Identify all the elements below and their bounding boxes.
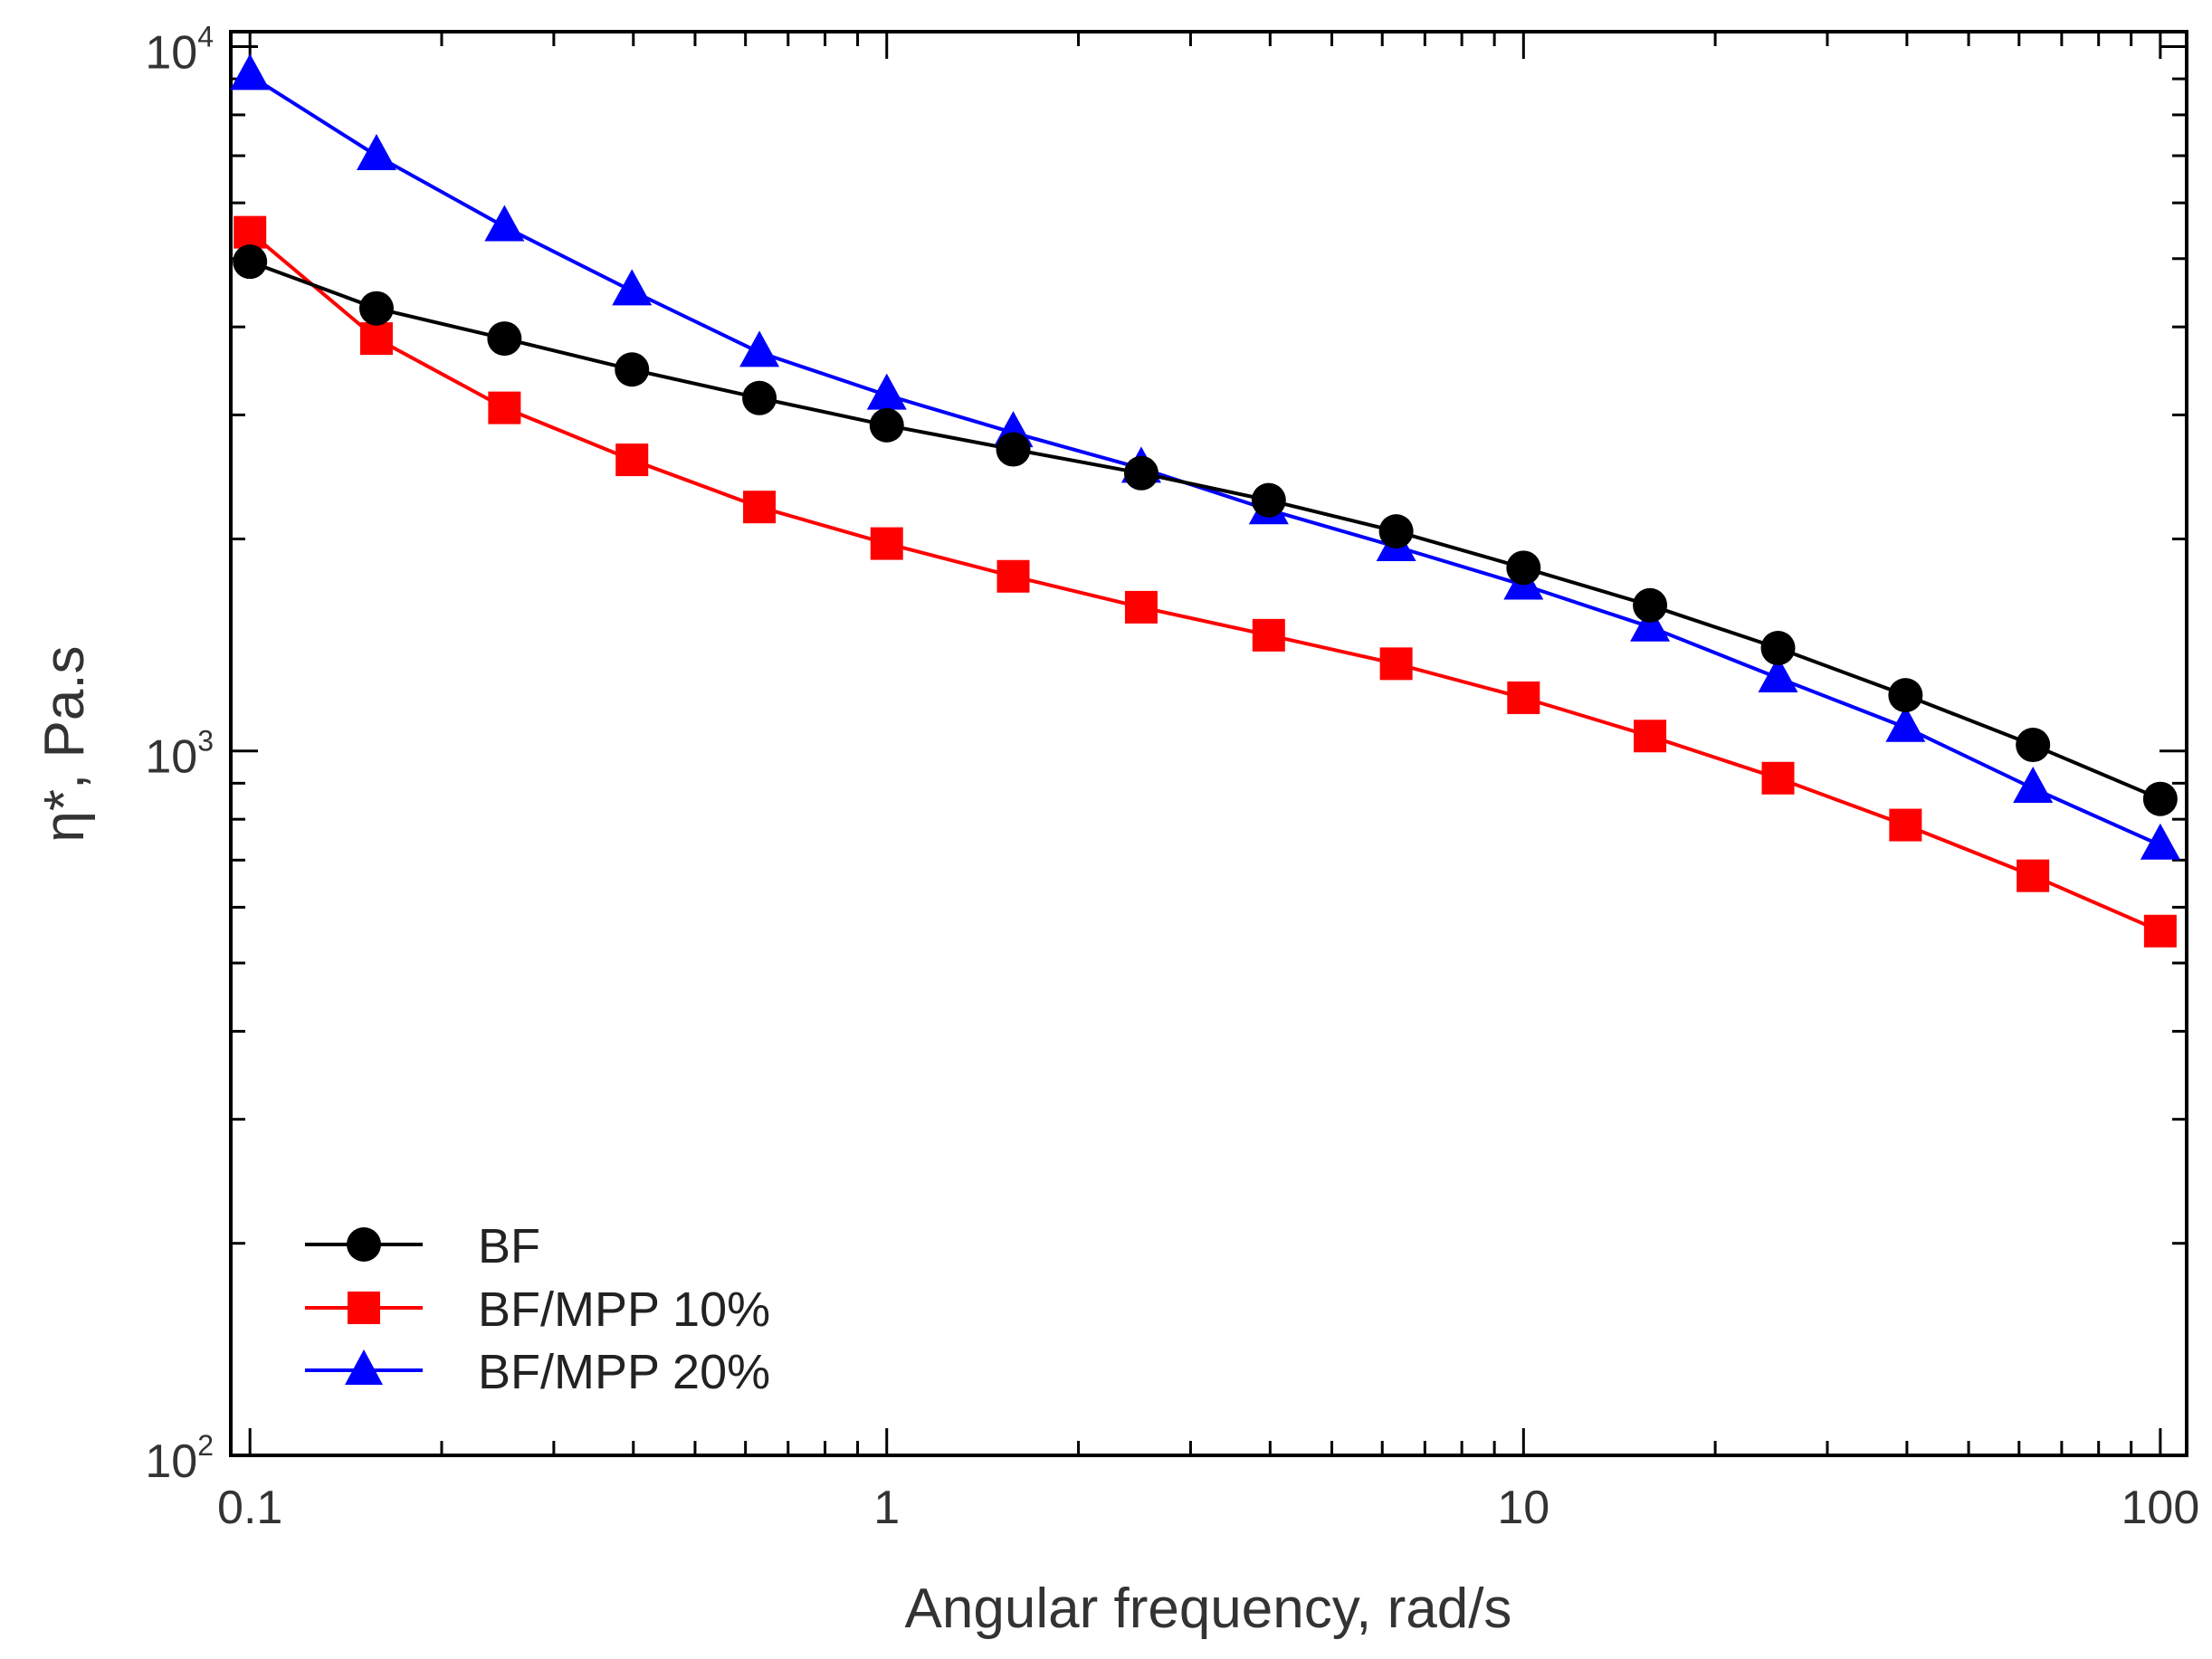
data-point <box>996 432 1031 467</box>
series-line-bf <box>249 260 2161 801</box>
series-bf-mpp-20 <box>230 53 2180 860</box>
data-point <box>869 407 904 443</box>
data-point <box>615 352 650 387</box>
data-point <box>866 373 907 410</box>
series-bf-mpp-10 <box>234 215 2177 948</box>
x-tick-label: 10 <box>1497 1482 1549 1534</box>
x-axis-title: Angular frequency, rad/s <box>905 1578 1512 1640</box>
x-tick-label: 0.1 <box>217 1482 282 1534</box>
y-axis: 102 103 104 <box>145 20 2187 1488</box>
data-point <box>230 53 271 91</box>
data-point <box>2140 823 2180 860</box>
data-point <box>1630 605 1671 642</box>
data-point <box>1379 647 1413 681</box>
x-tick-label: 1 <box>873 1482 900 1534</box>
data-point <box>2013 767 2054 804</box>
data-point <box>1758 655 1798 692</box>
data-point <box>743 491 777 524</box>
data-point <box>1124 590 1158 624</box>
data-point <box>996 559 1030 593</box>
y-tick-label: 102 <box>145 1429 214 1488</box>
data-point <box>1506 550 1541 586</box>
legend-label-bf-mpp-10: BF/MPP 10% <box>478 1282 770 1337</box>
data-point <box>2143 914 2177 948</box>
legend-marker-bf-mpp-10 <box>348 1292 380 1324</box>
legend-label-bf-mpp-20: BF/MPP 20% <box>478 1345 770 1399</box>
legend-marker-bf-mpp-20 <box>345 1349 383 1385</box>
data-point <box>359 322 393 356</box>
x-tick-label: 100 <box>2121 1482 2199 1534</box>
data-point <box>742 380 777 415</box>
data-point <box>2017 859 2050 892</box>
x-axis: 0.1 1 10 100 <box>217 32 2199 1534</box>
data-point <box>1760 631 1796 666</box>
data-point <box>615 443 649 477</box>
data-point <box>484 205 525 242</box>
data-point <box>870 527 903 560</box>
data-point <box>358 291 394 326</box>
series-line-bf-mpp-20 <box>249 73 2161 847</box>
data-point <box>612 269 653 306</box>
data-point <box>1378 514 1414 549</box>
data-point <box>1888 678 1923 713</box>
data-point <box>2142 781 2178 816</box>
series-layer <box>230 53 2180 948</box>
data-point <box>1123 455 1158 491</box>
data-point <box>2016 728 2051 763</box>
legend-label-bf: BF <box>478 1219 540 1273</box>
data-point <box>1885 705 1926 742</box>
data-point <box>488 391 521 424</box>
data-point <box>1761 761 1795 795</box>
series-line-bf-mpp-10 <box>248 231 2161 933</box>
data-point <box>233 244 268 280</box>
data-point <box>487 321 522 357</box>
data-point <box>1251 482 1286 518</box>
plot-area-frame <box>229 30 2188 1457</box>
y-axis-title: η*, Pa.s <box>33 645 96 842</box>
legend: BF BF/MPP 10% BF/MPP 20% <box>305 1219 770 1399</box>
series-bf <box>233 244 2178 816</box>
legend-marker-bf <box>347 1227 381 1262</box>
data-point <box>739 330 780 367</box>
data-point <box>1633 587 1668 623</box>
y-tick-label: 103 <box>145 725 214 784</box>
y-tick-label: 104 <box>145 20 214 79</box>
data-point <box>1889 808 1922 842</box>
data-point <box>356 134 396 171</box>
data-point <box>234 215 267 249</box>
data-point <box>1507 681 1540 714</box>
data-point <box>1252 618 1285 652</box>
data-point <box>1634 720 1667 753</box>
